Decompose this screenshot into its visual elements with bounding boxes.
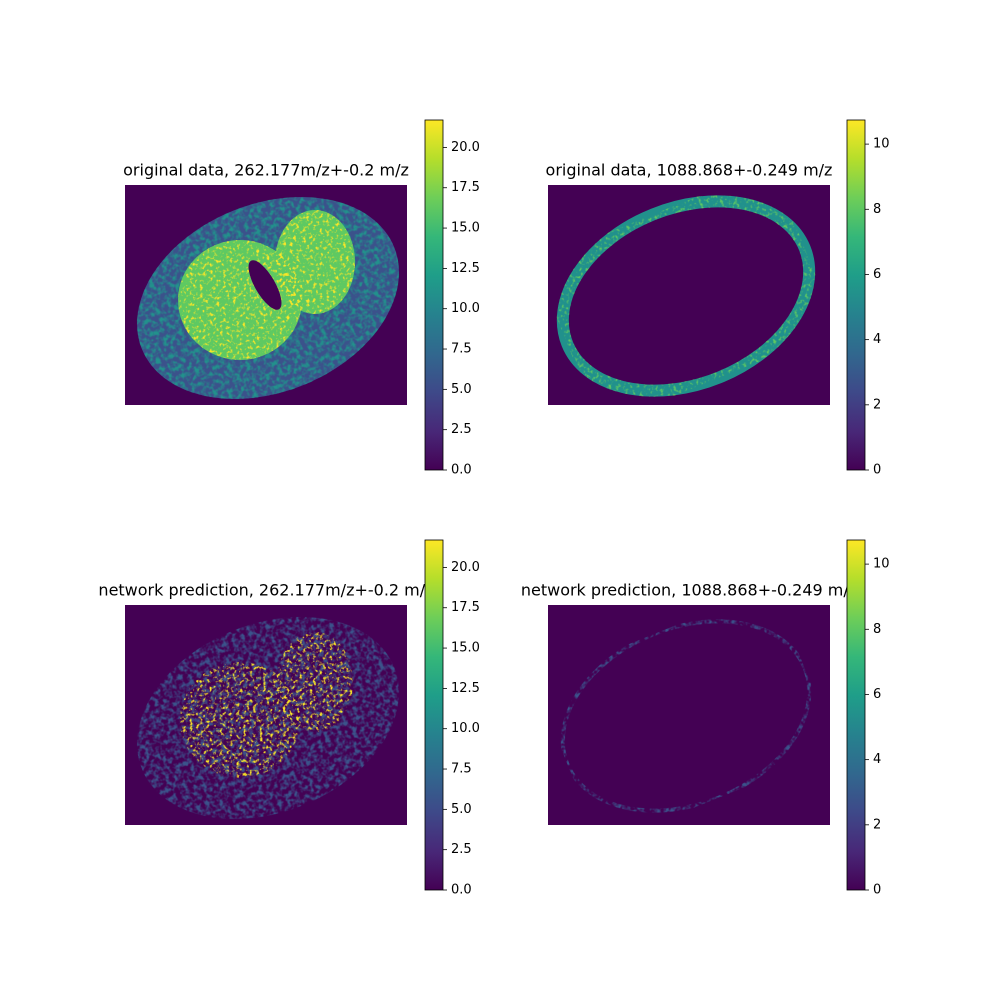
panel-title: network prediction, 1088.868+-0.249 m/z — [521, 581, 857, 600]
image — [125, 605, 407, 825]
colorbar — [846, 119, 866, 471]
colorbar-tick-label: 12.5 — [451, 261, 480, 276]
colorbar-tick-label: 15.0 — [451, 221, 480, 236]
colorbar-tick-label: 6 — [873, 687, 881, 702]
colorbar-tick-label: 0.0 — [451, 463, 472, 478]
colorbar-tick-label: 12.5 — [451, 681, 480, 696]
colorbar-tick-label: 5.0 — [451, 382, 472, 397]
colorbar-tick-label: 10 — [873, 137, 890, 152]
colorbar-tick-label: 10.0 — [451, 721, 480, 736]
colorbar-tick-label: 5.0 — [451, 802, 472, 817]
colorbar-tick-label: 20.0 — [451, 140, 480, 155]
colorbar-tick-label: 7.5 — [451, 342, 472, 357]
colorbar — [424, 539, 444, 891]
colorbar-tick-label: 2 — [873, 817, 881, 832]
colorbar-tick-label: 0.0 — [451, 883, 472, 898]
colorbar-tick-label: 8 — [873, 622, 881, 637]
colorbar-tick-label: 10 — [873, 557, 890, 572]
colorbar — [846, 539, 866, 891]
colorbar-tick-label: 7.5 — [451, 762, 472, 777]
colorbar-tick-label: 17.5 — [451, 180, 480, 195]
colorbar-tick-label: 4 — [873, 332, 881, 347]
colorbar — [424, 119, 444, 471]
image — [548, 605, 830, 825]
colorbar-tick-label: 2 — [873, 397, 881, 412]
colorbar-tick-label: 17.5 — [451, 600, 480, 615]
panel-title: original data, 262.177m/z+-0.2 m/z — [123, 161, 409, 180]
colorbar-tick-label: 6 — [873, 267, 881, 282]
colorbar-tick-label: 0 — [873, 463, 881, 478]
colorbar-tick-label: 20.0 — [451, 560, 480, 575]
colorbar-tick-label: 15.0 — [451, 641, 480, 656]
colorbar-tick-label: 4 — [873, 752, 881, 767]
colorbar-tick-label: 0 — [873, 883, 881, 898]
panel-title: network prediction, 262.177m/z+-0.2 m/z — [98, 581, 433, 600]
image — [548, 185, 830, 405]
colorbar-tick-label: 10.0 — [451, 301, 480, 316]
colorbar-tick-label: 8 — [873, 202, 881, 217]
colorbar-tick-label: 2.5 — [451, 422, 472, 437]
panel-title: original data, 1088.868+-0.249 m/z — [546, 161, 833, 180]
image — [125, 185, 407, 405]
colorbar-tick-label: 2.5 — [451, 842, 472, 857]
